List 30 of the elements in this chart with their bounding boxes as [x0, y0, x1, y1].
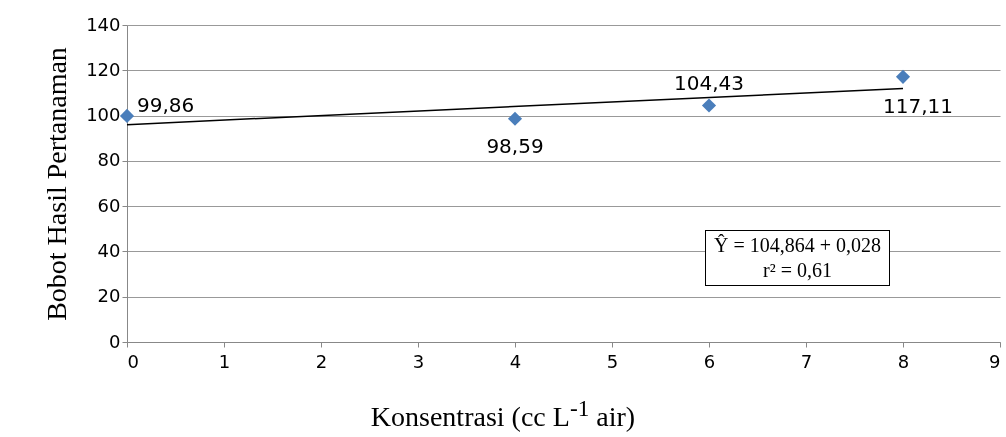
- x-tick-label: 3: [412, 350, 425, 372]
- x-tick-label: 0: [127, 350, 139, 372]
- y-tick-label: 140: [86, 13, 121, 35]
- y-tick-label: 100: [86, 104, 121, 126]
- x-tick-label: 1: [218, 350, 231, 372]
- x-tick-label: 8: [897, 350, 910, 372]
- x-tick-label: 2: [315, 350, 328, 372]
- x-tick-label: 4: [509, 350, 522, 372]
- annotation: Ŷ = 104,864 + 0,028: [714, 234, 882, 256]
- y-tick-label: 40: [97, 239, 121, 261]
- x-tick-label: 6: [703, 350, 716, 372]
- x-tick-label: 5: [606, 350, 619, 372]
- y-tick-label: 80: [97, 149, 121, 171]
- point: [119, 108, 135, 123]
- y-tick-label: 60: [97, 194, 121, 216]
- x-tick-label: 9: [989, 350, 1001, 372]
- point: [507, 111, 523, 126]
- x-tick-label: 7: [800, 350, 813, 372]
- y-axis-title: Bobot Hasil Pertanaman: [41, 47, 73, 321]
- data-label: 117,11: [883, 93, 953, 118]
- data-label: 98,59: [486, 133, 544, 158]
- data-label: 99,86: [137, 92, 195, 117]
- y-tick-label: 120: [86, 58, 121, 80]
- y-tick-label: 0: [109, 330, 121, 352]
- point: [701, 98, 717, 113]
- point: [895, 69, 911, 84]
- annotation: r² = 0,61: [763, 259, 832, 281]
- x-axis-title: Konsentrasi (cc L$^{-1}$ air): [369, 395, 637, 434]
- data-label: 104,43: [674, 70, 744, 95]
- y-tick-label: 20: [97, 285, 121, 307]
